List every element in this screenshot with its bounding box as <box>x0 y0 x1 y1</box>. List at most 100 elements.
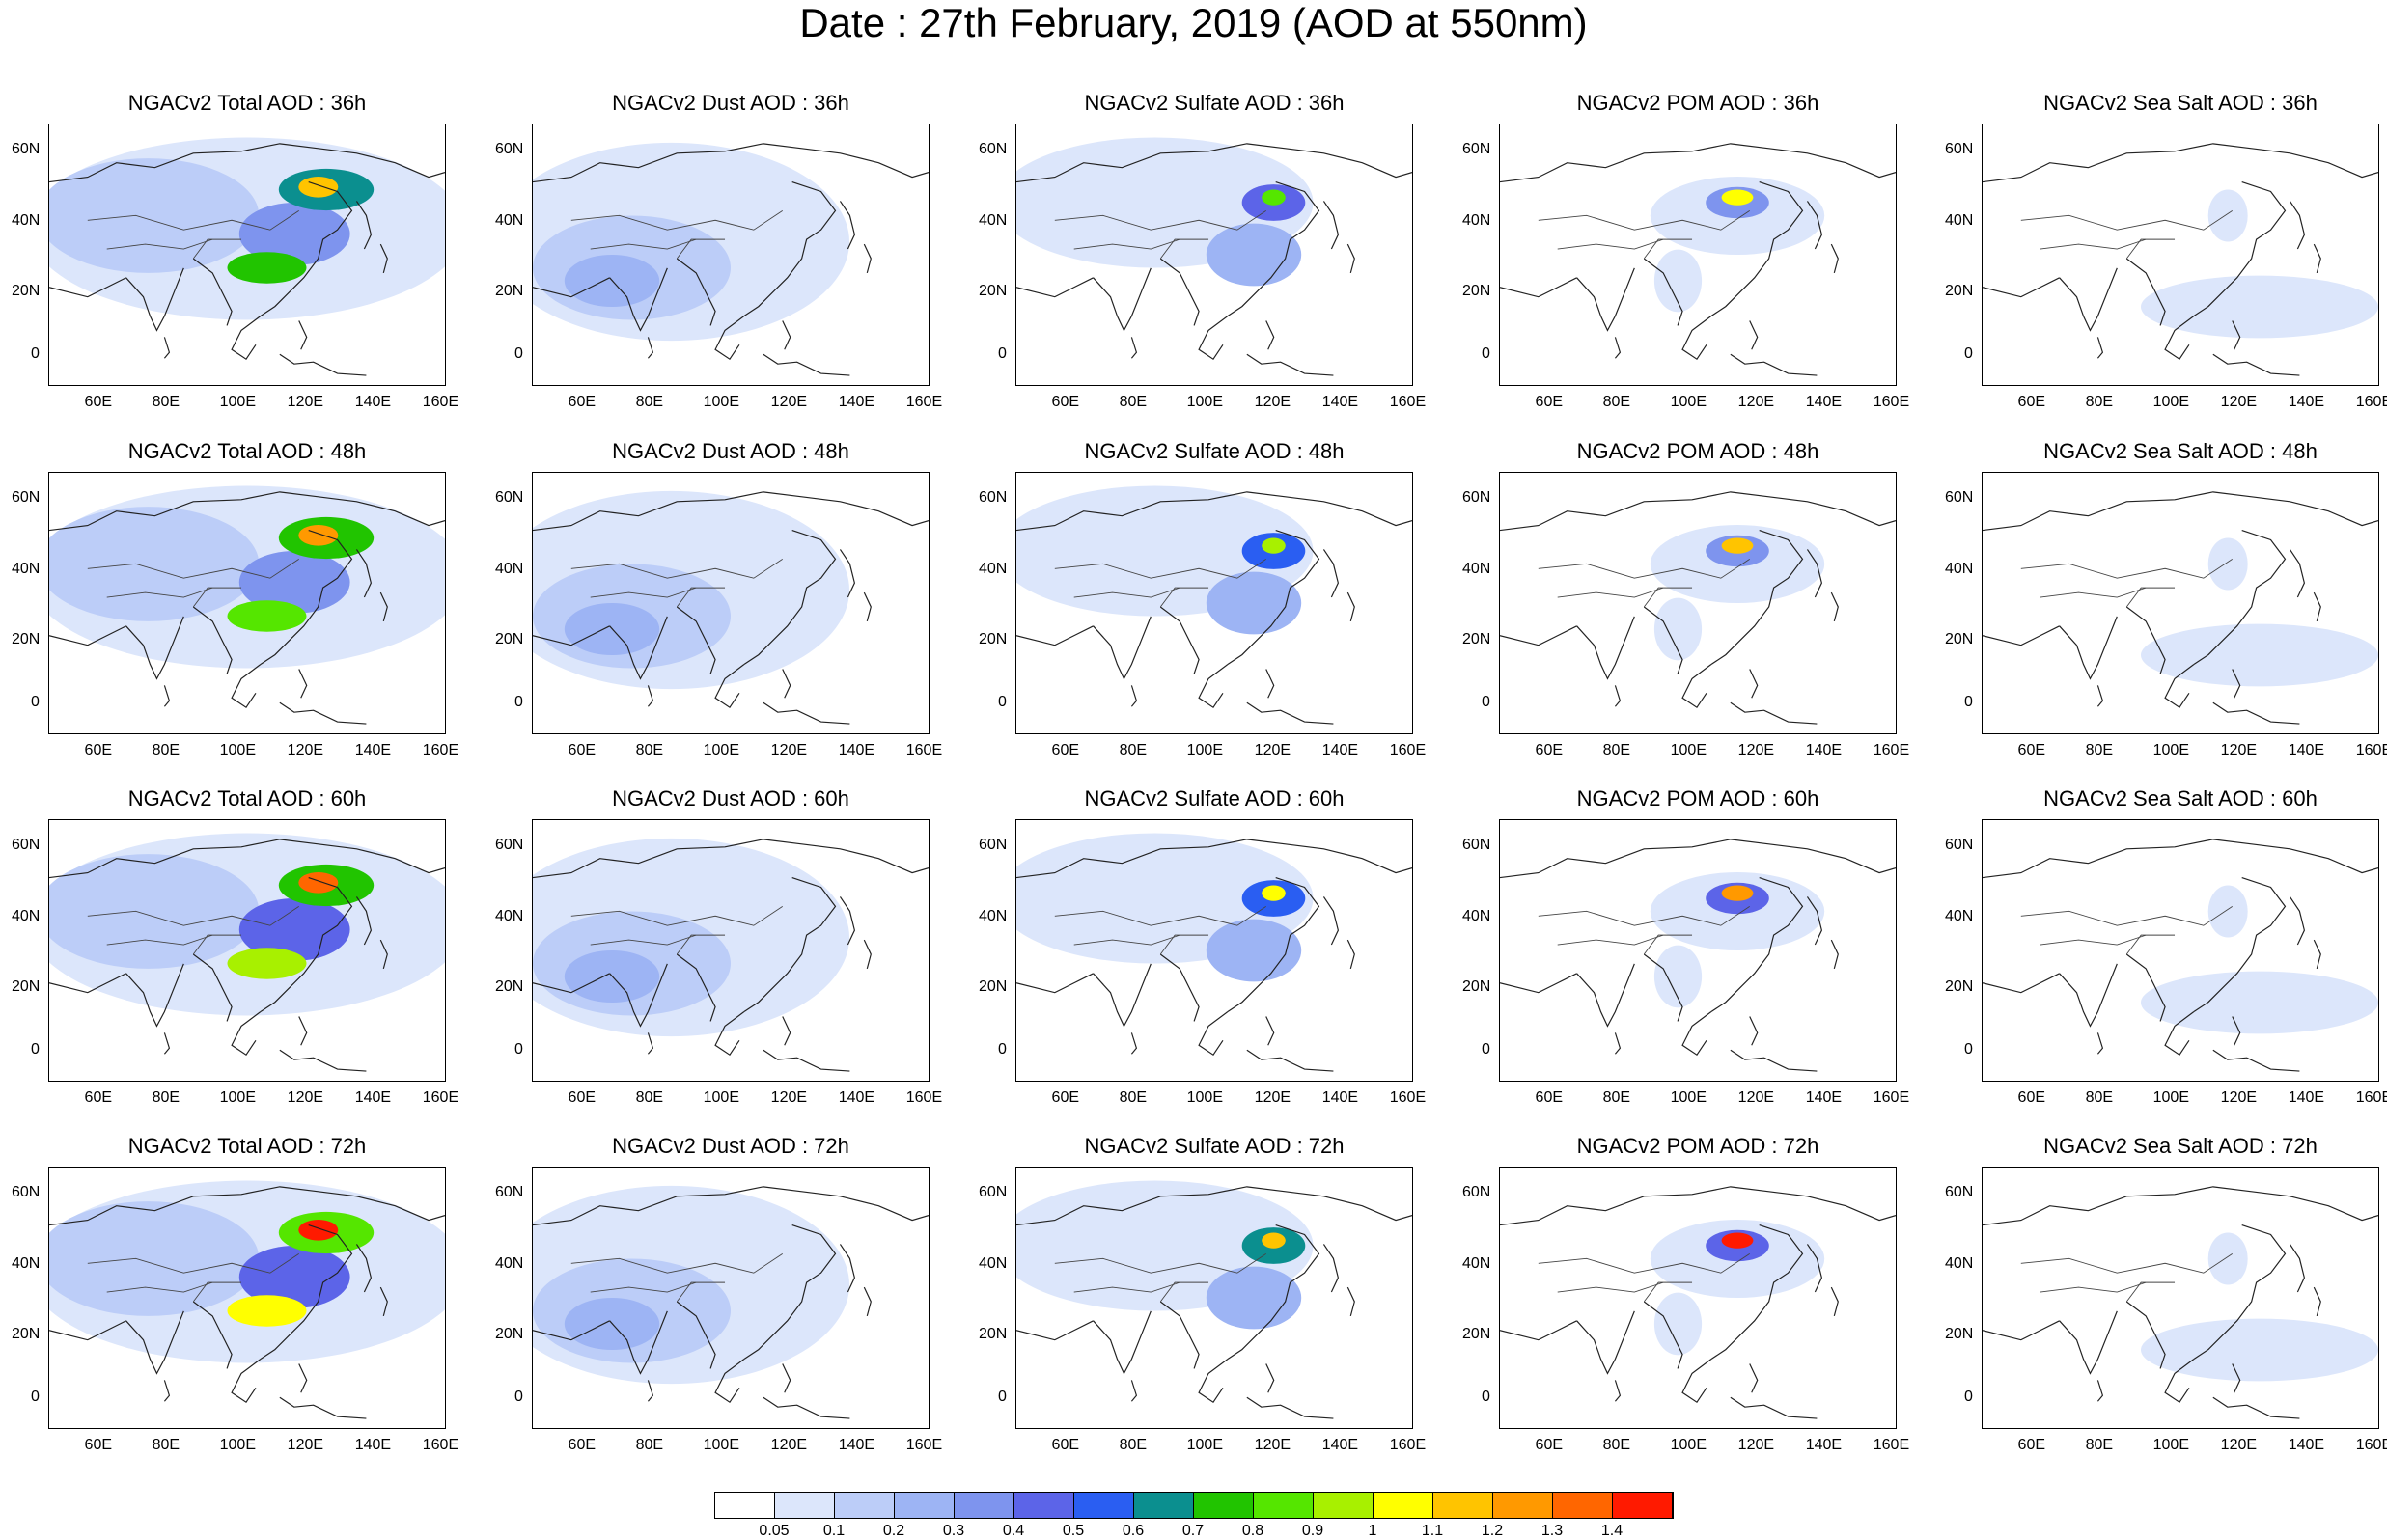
panel-title: NGACv2 Total AOD : 48h <box>127 439 367 463</box>
coastline <box>298 1363 308 1393</box>
coastline <box>1322 1244 1340 1293</box>
lat-tick-label: 0 <box>31 1389 40 1406</box>
lat-tick-label: 0 <box>1482 694 1490 711</box>
coastline <box>49 625 126 646</box>
aod-map <box>532 819 930 1082</box>
lon-tick-label: 140E <box>1805 1089 1843 1106</box>
coastline <box>2125 953 2166 1022</box>
lon-tick-label: 80E <box>152 742 180 758</box>
lat-tick-label: 20N <box>495 631 524 648</box>
lon-tick-label: 100E <box>1186 1437 1223 1453</box>
coastline <box>2125 1301 2166 1369</box>
lon-tick-label: 160E <box>2355 742 2387 758</box>
lat-tick-label: 60N <box>1462 141 1491 158</box>
lon-tick-label: 80E <box>635 742 664 758</box>
lon-tick-label: 60E <box>1535 742 1564 758</box>
coastline <box>1227 529 1320 666</box>
coastline <box>231 1011 262 1057</box>
lat-tick-label: 0 <box>1964 345 1973 363</box>
coastline <box>379 1286 388 1317</box>
aod-field <box>2207 885 2248 938</box>
coastline <box>298 1016 308 1046</box>
country-border <box>676 587 726 608</box>
aod-field <box>298 177 339 198</box>
coastline <box>1806 896 1823 946</box>
country-border <box>1054 209 1266 231</box>
coastline <box>1730 1049 1818 1072</box>
coastline <box>1198 1359 1229 1404</box>
country-border <box>1159 1281 1209 1303</box>
colorbar-swatch <box>1433 1493 1493 1518</box>
coastline <box>1710 876 1804 1013</box>
country-border <box>1557 587 1664 598</box>
country-border <box>1054 905 1266 926</box>
lat-tick-label: 20N <box>1462 978 1491 996</box>
lat-tick-label: 60N <box>12 837 41 854</box>
aod-map <box>1015 1167 1413 1429</box>
coastline <box>298 320 308 350</box>
lon-tick-label: 60E <box>1535 1437 1564 1453</box>
panel-title: NGACv2 Dust AOD : 36h <box>612 91 849 115</box>
coastline <box>1093 616 1152 680</box>
lon-tick-label: 100E <box>703 394 739 410</box>
lon-tick-label: 80E <box>2085 1089 2114 1106</box>
coastline <box>782 320 791 350</box>
country-border <box>106 238 213 250</box>
coastline <box>2193 180 2287 317</box>
country-border <box>1538 905 1750 926</box>
country-border <box>1557 934 1664 946</box>
coastline <box>1983 143 2378 183</box>
coastline <box>1730 1396 1818 1419</box>
coastline <box>743 180 837 317</box>
country-border <box>676 1281 726 1303</box>
coastline <box>2059 616 2118 680</box>
aod-field <box>238 551 350 614</box>
lon-tick-label: 120E <box>1737 742 1775 758</box>
coastline <box>163 1380 171 1402</box>
colorbar-label: 0.9 <box>1301 1523 1324 1539</box>
lon-tick-label: 100E <box>219 1437 256 1453</box>
lon-tick-label: 60E <box>2017 742 2046 758</box>
coastline <box>533 973 610 994</box>
lat-tick-label: 20N <box>1462 283 1491 300</box>
country-border <box>2040 934 2147 946</box>
coastline <box>1227 180 1320 317</box>
coastline <box>1730 701 1818 725</box>
lon-tick-label: 60E <box>568 1089 597 1106</box>
coastline <box>2193 529 2287 666</box>
lon-tick-label: 140E <box>354 1437 392 1453</box>
country-border <box>570 558 783 579</box>
coastline <box>743 876 837 1013</box>
coastline <box>379 939 388 970</box>
country-border <box>1159 587 1209 608</box>
lat-tick-label: 60N <box>12 141 41 158</box>
aod-field <box>238 898 350 961</box>
figure-title: Date : 27th February, 2019 (AOD at 550nm… <box>799 0 1588 45</box>
lat-tick-label: 40N <box>495 907 524 924</box>
coastline <box>1198 316 1229 361</box>
lat-tick-label: 40N <box>12 1254 41 1272</box>
panel-title: NGACv2 Sulfate AOD : 72h <box>1084 1134 1345 1158</box>
lat-tick-label: 40N <box>495 211 524 229</box>
coastline <box>125 616 184 680</box>
coastline <box>1643 606 1683 674</box>
colorbar-swatch <box>1374 1493 1433 1518</box>
aod-map <box>1015 124 1413 386</box>
coastline <box>1265 1016 1275 1046</box>
coastline <box>2212 353 2300 376</box>
coastline <box>1500 143 1896 183</box>
lat-tick-label: 0 <box>998 1041 1007 1059</box>
lat-tick-label: 60N <box>979 489 1008 507</box>
country-border <box>106 1281 213 1293</box>
coastline <box>260 1224 353 1361</box>
lat-tick-label: 40N <box>1945 560 1974 577</box>
coastline <box>743 529 837 666</box>
aod-field <box>1653 597 1703 661</box>
aod-map <box>1982 472 2379 734</box>
coastline <box>1016 839 1412 879</box>
coastline <box>163 1032 171 1055</box>
coastline <box>1130 1032 1138 1055</box>
colorbar-label: 0.05 <box>759 1523 790 1539</box>
coastline <box>1093 267 1152 332</box>
coastline <box>2164 1359 2195 1404</box>
